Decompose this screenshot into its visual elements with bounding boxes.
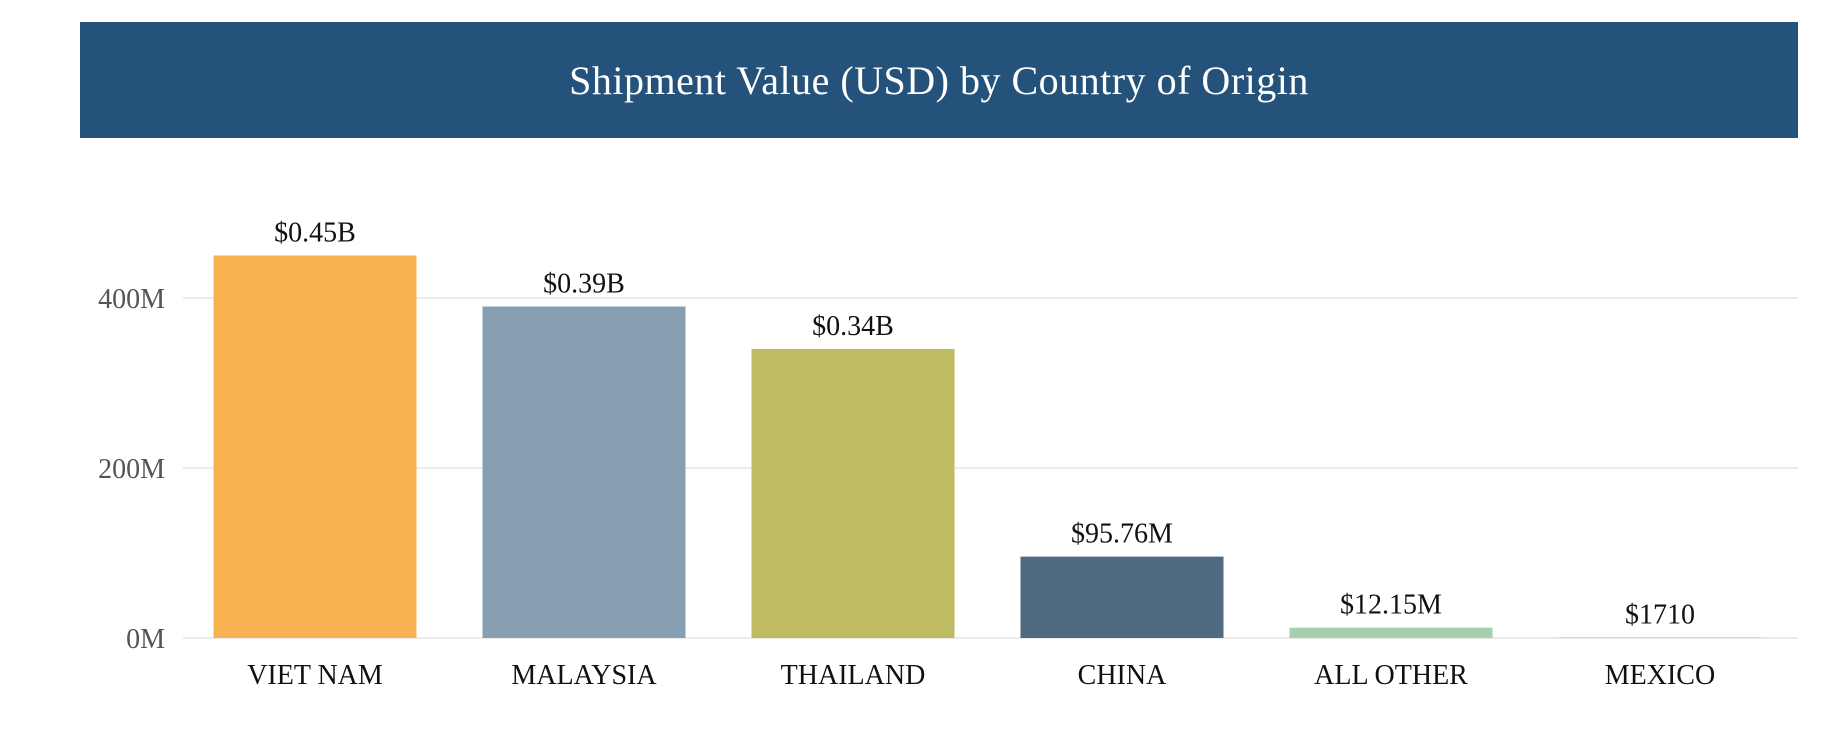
x-category-label: CHINA	[1078, 660, 1167, 691]
data-label: $0.34B	[812, 311, 894, 342]
bar-malaysia[interactable]	[482, 306, 686, 639]
data-label: $12.15M	[1340, 590, 1442, 621]
bar-all-other[interactable]	[1289, 627, 1493, 638]
x-category-label: MALAYSIA	[511, 660, 657, 691]
chart-title-bar: Shipment Value (USD) by Country of Origi…	[80, 22, 1798, 138]
data-label: $0.39B	[543, 269, 625, 300]
bar-thailand[interactable]	[751, 349, 955, 638]
x-category-label: VIET NAM	[247, 660, 383, 691]
y-tick-label: 400M	[98, 284, 165, 315]
x-axis-categories: VIET NAM MALAYSIA THAILAND CHINA ALL OTHER ME…	[247, 660, 1715, 691]
data-label: $0.45B	[274, 218, 356, 249]
bar-viet-nam[interactable]	[213, 255, 417, 639]
chart-title: Shipment Value (USD) by Country of Origi…	[569, 57, 1309, 103]
y-axis-ticks: 0M 200M 400M	[98, 284, 165, 655]
y-tick-label: 0M	[126, 624, 165, 655]
gridlines	[183, 297, 1798, 639]
x-category-label: ALL OTHER	[1314, 660, 1468, 691]
data-labels: $0.45B $0.39B $0.34B $95.76M $12.15M $1710	[274, 218, 1695, 631]
bars	[213, 255, 1762, 639]
x-category-label: MEXICO	[1605, 660, 1715, 691]
data-label: $95.76M	[1071, 519, 1173, 550]
y-tick-label: 200M	[98, 454, 165, 485]
x-category-label: THAILAND	[781, 660, 926, 691]
bar-china[interactable]	[1020, 556, 1224, 638]
data-label: $1710	[1625, 600, 1695, 631]
